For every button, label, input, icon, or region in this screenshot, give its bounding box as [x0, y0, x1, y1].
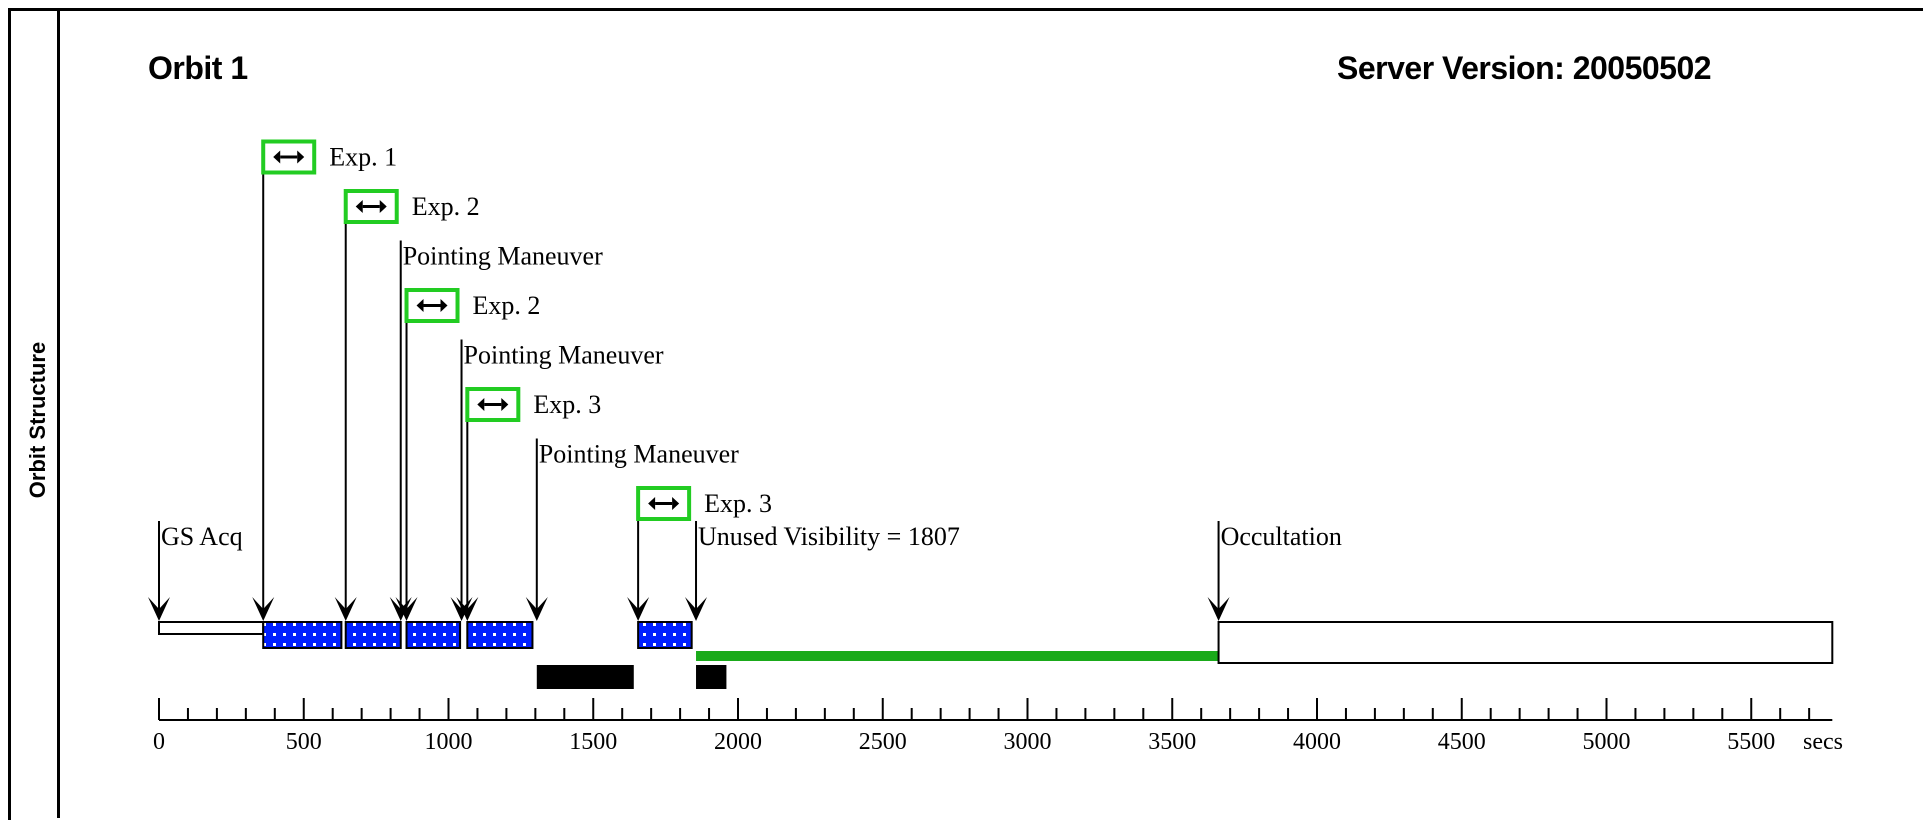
event-arrowhead: [456, 597, 479, 621]
orbit-frame: [8, 8, 1923, 820]
event-arrowhead: [334, 597, 357, 621]
maneuver-bar: [696, 665, 727, 689]
occultation-bar: [1217, 621, 1834, 664]
event-arrowhead: [685, 597, 708, 621]
tick-label: 2500: [859, 729, 907, 755]
event-label: Exp. 3: [533, 390, 601, 419]
expand-arrows-bar: [655, 502, 673, 505]
expand-arrows-bar: [484, 403, 502, 406]
event-label: Unused Visibility = 1807: [698, 522, 960, 551]
tick-label: 1500: [569, 729, 617, 755]
tick-label: 2000: [714, 729, 762, 755]
tick-label: 1000: [425, 729, 473, 755]
exposure-block: [466, 621, 534, 649]
tick-label: 5500: [1727, 729, 1775, 755]
event-arrowhead: [148, 597, 170, 621]
event-label: Pointing Maneuver: [403, 242, 603, 271]
event-arrowhead: [525, 597, 548, 621]
event-arrowhead: [395, 597, 418, 621]
event-label: GS Acq: [161, 522, 243, 551]
gs-acq-bar: [158, 621, 265, 635]
event-label: Exp. 2: [473, 291, 541, 320]
exposure-block: [405, 621, 462, 649]
server-version: Server Version: 20050502: [1337, 50, 1712, 86]
tick-label: 4500: [1438, 729, 1486, 755]
expand-arrows-icon: [648, 497, 680, 510]
tick-label: 4000: [1293, 729, 1341, 755]
side-column: [11, 11, 60, 818]
event-label: Exp. 3: [704, 489, 772, 518]
tick-label: 5000: [1583, 729, 1631, 755]
maneuver-bar: [536, 665, 634, 689]
expand-arrows-bar: [362, 205, 380, 208]
event-arrowhead: [1207, 597, 1230, 621]
event-label: Exp. 1: [329, 143, 397, 172]
exposure-block: [344, 621, 402, 649]
expand-arrows-icon: [416, 299, 448, 312]
event-arrowhead: [627, 597, 650, 621]
axis-unit-label: secs: [1803, 729, 1843, 755]
event-label: Pointing Maneuver: [464, 341, 664, 370]
orbit-title: Orbit 1: [148, 50, 248, 86]
event-label: Occultation: [1221, 522, 1342, 551]
tick-label: 3000: [1004, 729, 1052, 755]
tick-label: 0: [153, 729, 165, 755]
expand-arrows-bar: [423, 304, 441, 307]
tick-label: 3500: [1148, 729, 1196, 755]
exposure-block: [262, 621, 343, 649]
event-label: Exp. 2: [412, 192, 480, 221]
event-label: Pointing Maneuver: [539, 440, 739, 469]
expand-arrows-icon: [273, 150, 305, 164]
unused-visibility-bar: [696, 651, 1219, 661]
expand-arrows-icon: [477, 398, 509, 411]
expand-arrows-icon: [355, 200, 387, 213]
tick-label: 500: [286, 729, 322, 755]
exposure-block: [637, 621, 693, 649]
event-arrowhead: [252, 597, 275, 621]
expand-arrows-bar: [280, 155, 298, 159]
